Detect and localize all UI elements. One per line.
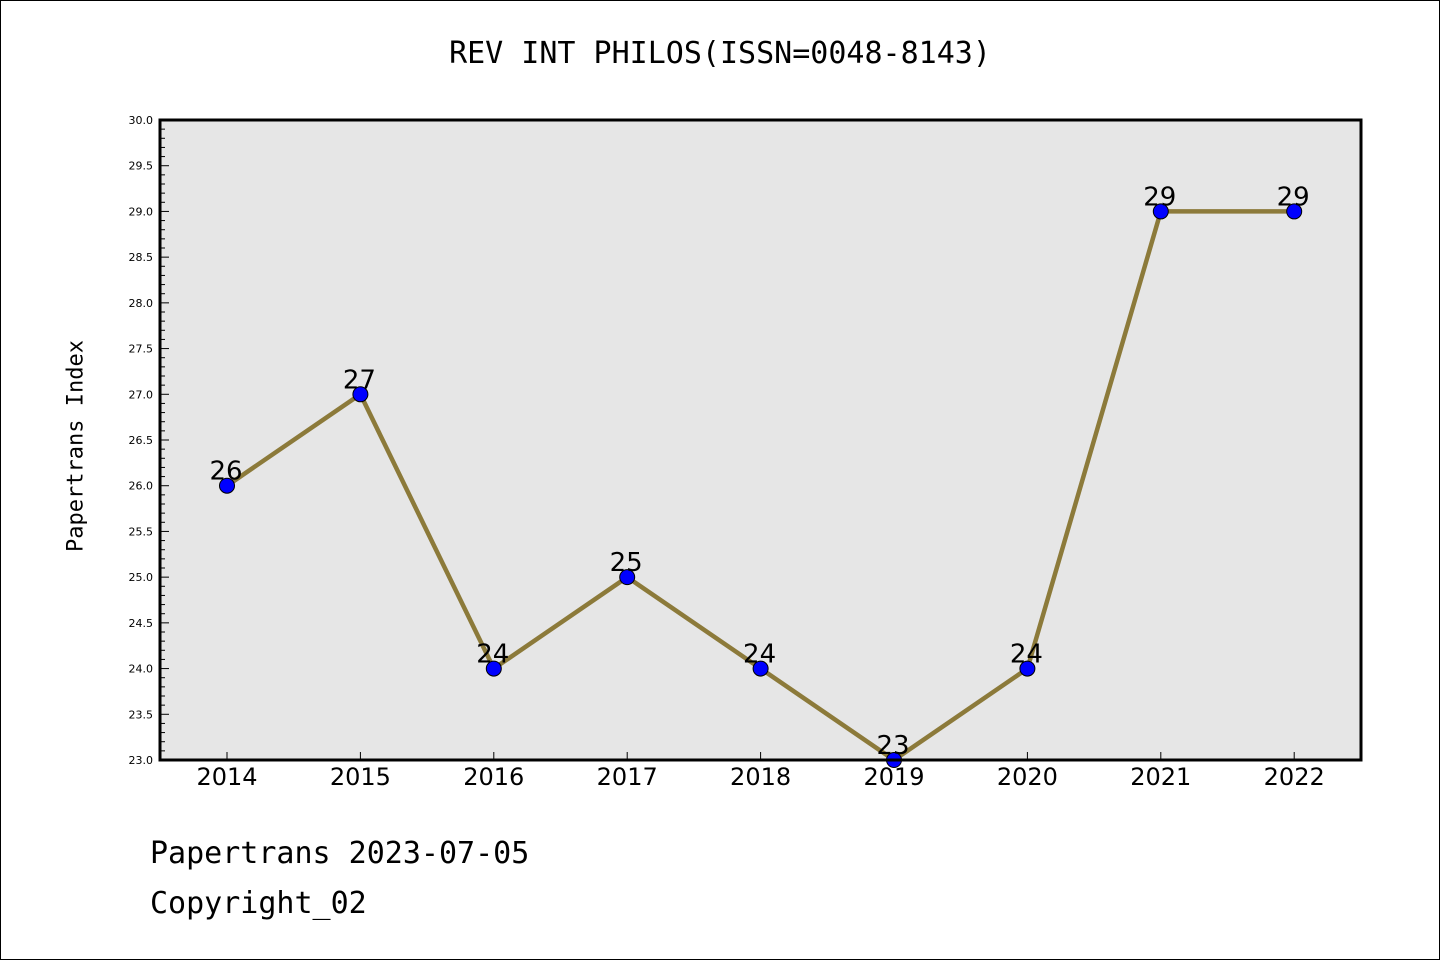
y-tick-label: 23.5 (129, 708, 154, 721)
data-label: 25 (610, 548, 643, 578)
y-tick-label: 29.0 (129, 205, 154, 218)
data-point (1286, 203, 1303, 220)
y-tick-label: 26.0 (129, 480, 154, 493)
y-tick-label: 28.5 (129, 251, 154, 264)
x-tick-label: 2022 (1264, 763, 1325, 791)
x-tick-label: 2018 (730, 763, 791, 791)
data-point (219, 477, 235, 494)
x-tick-label: 2016 (463, 763, 524, 791)
y-tick-label: 26.5 (129, 434, 154, 447)
x-tick-label: 2014 (196, 763, 257, 791)
data-label: 29 (1277, 182, 1310, 212)
data-label: 24 (1010, 640, 1043, 670)
y-tick-label: 23.0 (129, 754, 154, 767)
data-point (352, 386, 369, 403)
data-label: 29 (1143, 182, 1176, 212)
x-tick-label: 2020 (997, 763, 1058, 791)
x-tick-label: 2017 (597, 763, 658, 791)
data-label: 24 (476, 640, 509, 670)
data-point (1019, 660, 1036, 677)
x-tick-label: 2015 (330, 763, 391, 791)
y-tick-label: 28.0 (129, 297, 154, 310)
plot-border (158, 118, 1363, 762)
y-tick-label: 24.5 (129, 617, 154, 630)
y-tick-label: 27.0 (129, 388, 154, 401)
data-label: 24 (743, 640, 776, 670)
y-tick-label: 25.5 (129, 525, 154, 538)
y-tick-label: 25.0 (129, 571, 154, 584)
footer-copyright: Copyright_02 (150, 886, 367, 921)
footer-date: Papertrans 2023-07-05 (150, 836, 530, 871)
series-group: 26 27 24 25 24 23 24 29 29 (209, 182, 1310, 768)
y-tick-label: 27.5 (129, 343, 154, 356)
data-label: 26 (209, 457, 242, 487)
data-label: 27 (343, 365, 376, 395)
data-point (619, 569, 636, 586)
chart-title: REV INT PHILOS(ISSN=0048-8143) (449, 36, 991, 71)
plot-background (160, 120, 1361, 760)
y-tick-label: 30.0 (129, 114, 154, 127)
data-point (485, 660, 502, 677)
x-axis: 2014 2015 2016 2017 2018 2019 2020 2021 2022 (196, 752, 1325, 791)
data-point (1152, 203, 1169, 220)
y-tick-label: 24.0 (129, 663, 154, 676)
data-point (752, 660, 769, 677)
data-label: 23 (876, 731, 909, 761)
y-tick-label: 29.5 (129, 160, 154, 173)
x-tick-label: 2021 (1130, 763, 1191, 791)
